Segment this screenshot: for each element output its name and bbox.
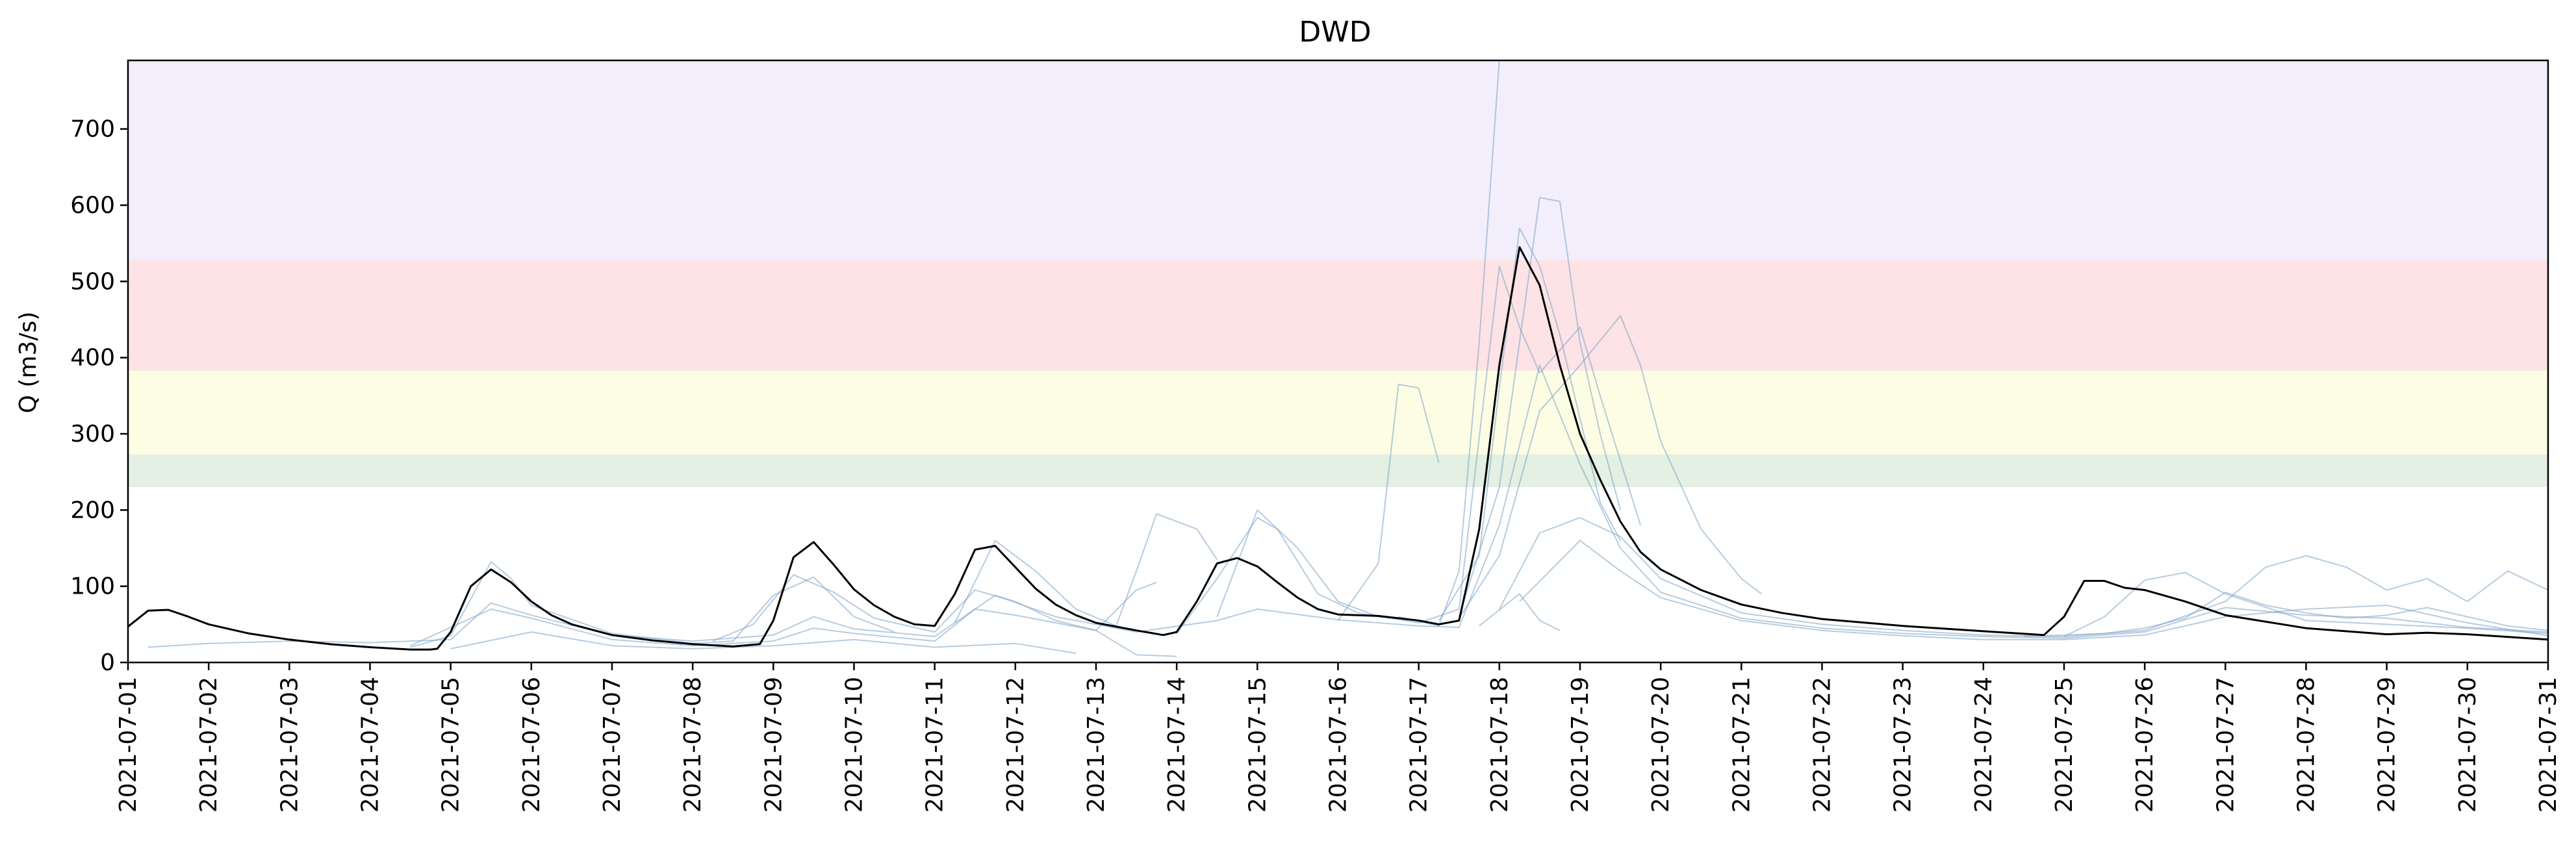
x-tick-label: 2021-07-13 xyxy=(1083,677,1110,812)
y-tick-label: 500 xyxy=(70,268,115,295)
threshold-band-3 xyxy=(128,60,2548,260)
x-tick-label: 2021-07-26 xyxy=(2132,677,2158,812)
ensemble-line-9 xyxy=(1398,60,1500,627)
x-tick-label: 2021-07-05 xyxy=(438,677,465,812)
ensemble-line-12 xyxy=(1458,315,1763,619)
y-tick-label: 600 xyxy=(70,192,115,219)
ensemble-lines xyxy=(147,60,2548,657)
x-tick-label: 2021-07-27 xyxy=(2212,677,2239,812)
ensemble-line-11 xyxy=(1458,197,1622,617)
x-tick-label: 2021-07-14 xyxy=(1164,677,1190,812)
y-tick-label: 300 xyxy=(70,421,115,447)
x-tick-label: 2021-07-16 xyxy=(1325,677,1352,812)
ensemble-line-16 xyxy=(2023,592,2548,638)
x-tick-label: 2021-07-25 xyxy=(2051,677,2078,812)
y-axis-label: Q (m3/s) xyxy=(15,312,42,414)
x-tick-label: 2021-07-17 xyxy=(1406,677,1433,812)
x-tick-label: 2021-07-04 xyxy=(357,677,384,812)
x-tick-label: 2021-07-01 xyxy=(115,677,142,812)
x-tick-label: 2021-07-12 xyxy=(1002,677,1029,812)
x-tick-label: 2021-07-02 xyxy=(196,677,222,812)
x-tick-label: 2021-07-23 xyxy=(1890,677,1917,812)
x-tick-label: 2021-07-11 xyxy=(922,677,949,812)
x-tick-label: 2021-07-07 xyxy=(599,677,626,812)
x-tick-label: 2021-07-21 xyxy=(1728,677,1755,812)
x-tick-label: 2021-07-19 xyxy=(1567,677,1594,812)
y-tick-label: 400 xyxy=(70,345,115,371)
observed-line xyxy=(128,246,2548,651)
y-tick-label: 100 xyxy=(70,573,115,600)
x-tick-label: 2021-07-15 xyxy=(1244,677,1271,812)
ensemble-line-10 xyxy=(1438,227,1621,622)
observed-line-group xyxy=(128,246,2548,651)
x-tick-label: 2021-07-29 xyxy=(2374,677,2401,812)
ensemble-line-6 xyxy=(1176,265,1642,634)
threshold-bands xyxy=(128,60,2548,488)
ensemble-line-2 xyxy=(410,608,1177,657)
x-tick-label: 2021-07-30 xyxy=(2455,677,2481,812)
x-tick-label: 2021-07-03 xyxy=(276,677,303,812)
x-tick-label: 2021-07-22 xyxy=(1809,677,1836,812)
x-tick-label: 2021-07-10 xyxy=(841,677,868,812)
y-axis-ticks: 0 100 200 300 400 500 600 700 xyxy=(70,116,128,676)
x-axis-ticks: 2021-07-01 2021-07-02 2021-07-03 2021-07-04… xyxy=(115,662,2562,812)
x-tick-label: 2021-07-09 xyxy=(760,677,787,812)
ensemble-line-3 xyxy=(450,631,1077,654)
ensemble-line-8 xyxy=(1337,383,1440,622)
chart-title: DWD xyxy=(1299,16,1371,49)
threshold-band-2 xyxy=(128,260,2548,371)
threshold-band-0 xyxy=(128,454,2548,488)
ensemble-line-17 xyxy=(2063,572,2548,637)
ensemble-line-15 xyxy=(1519,540,2548,640)
threshold-band-1 xyxy=(128,370,2548,455)
y-tick-label: 0 xyxy=(100,649,115,676)
y-tick-label: 200 xyxy=(70,497,115,523)
x-tick-label: 2021-07-18 xyxy=(1486,677,1513,812)
x-tick-label: 2021-07-31 xyxy=(2535,677,2562,812)
y-tick-label: 700 xyxy=(70,116,115,143)
ensemble-line-14 xyxy=(1479,593,1561,631)
x-tick-label: 2021-07-24 xyxy=(1970,677,1997,812)
x-tick-label: 2021-07-08 xyxy=(680,677,706,812)
x-tick-label: 2021-07-28 xyxy=(2293,677,2320,812)
x-tick-label: 2021-07-06 xyxy=(518,677,545,812)
x-tick-label: 2021-07-20 xyxy=(1648,677,1674,812)
